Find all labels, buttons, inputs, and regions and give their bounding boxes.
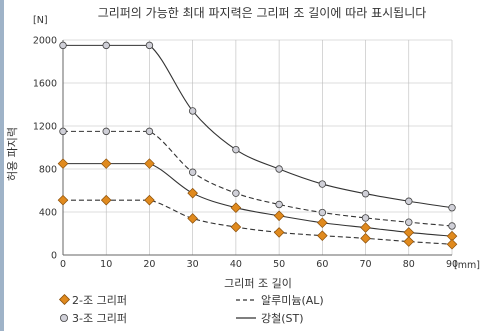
x-tick-label: 90	[446, 259, 458, 270]
tick-labels: 0 10 20 30 40 50 60 70 80 90 0 400 800 1200 1600 2000	[33, 36, 458, 271]
x-tick-label: 40	[230, 259, 242, 270]
series-line-3jaw_al	[62, 130, 453, 227]
data-point-2jaw_al	[100, 194, 112, 206]
legend-item-3jaw: 3-조 그리퍼	[60, 312, 127, 325]
x-tick-label: 10	[100, 259, 112, 270]
data-point-3jaw_al	[448, 222, 456, 230]
y-tick-label: 1200	[33, 122, 57, 133]
legend-item-al: 알루미늄(AL)	[236, 293, 324, 307]
series-line-3jaw_st	[62, 44, 453, 209]
circle-marker-icon	[60, 313, 69, 322]
data-point-2jaw_st	[273, 210, 285, 222]
data-point-2jaw_al	[273, 227, 285, 238]
data-point-3jaw_al	[145, 127, 154, 136]
x-unit: [mm]	[454, 260, 480, 271]
x-tick-label: 60	[316, 259, 328, 270]
data-point-3jaw_st	[405, 197, 413, 205]
data-point-2jaw_st	[57, 158, 69, 169]
series-lines	[62, 44, 453, 245]
diamond-marker-icon	[58, 293, 71, 306]
data-point-2jaw_st	[100, 158, 112, 169]
data-point-3jaw_al	[102, 127, 110, 136]
y-axis-label: 허용 파지력	[6, 127, 19, 181]
data-point-2jaw_st	[360, 222, 371, 233]
data-point-2jaw_al	[446, 238, 458, 250]
x-tick-label: 30	[187, 259, 199, 270]
data-point-3jaw_al	[188, 168, 197, 176]
data-point-3jaw_st	[188, 107, 197, 115]
data-point-2jaw_st	[446, 230, 458, 242]
y-tick-label: 400	[39, 208, 57, 219]
series-markers	[57, 41, 458, 250]
data-point-3jaw_st	[318, 180, 327, 188]
x-axis-label: 그리퍼 조 길이	[224, 277, 292, 290]
data-point-2jaw_st	[317, 217, 328, 229]
y-tick-label: 2000	[33, 36, 57, 47]
data-point-2jaw_al	[317, 230, 328, 241]
legend-label-2jaw: 2-조 그리퍼	[72, 294, 127, 307]
data-point-2jaw_st	[144, 158, 155, 169]
data-point-3jaw_al	[318, 208, 327, 217]
data-point-2jaw_al	[403, 236, 415, 247]
chart-title: 그리퍼의 가능한 최대 파지력은 그리퍼 조 길이에 따라 표시됩니다	[98, 6, 427, 20]
left-border	[0, 0, 4, 331]
data-point-2jaw_st	[230, 202, 242, 214]
data-point-2jaw_al	[360, 233, 371, 244]
data-point-2jaw_al	[144, 194, 155, 206]
data-point-3jaw_st	[275, 165, 283, 173]
x-tick-label: 50	[273, 259, 285, 270]
data-point-2jaw_al	[230, 221, 242, 233]
data-point-3jaw_st	[448, 203, 456, 212]
legend-label-al: 알루미늄(AL)	[261, 293, 324, 307]
data-point-3jaw_st	[102, 41, 110, 50]
data-point-3jaw_st	[361, 190, 370, 198]
legend-label-st: 강철(ST)	[261, 312, 304, 325]
x-tick-label: 80	[403, 259, 415, 270]
data-point-3jaw_al	[232, 189, 240, 197]
x-tick-label: 0	[60, 259, 66, 270]
y-unit: [N]	[33, 15, 48, 26]
data-point-3jaw_st	[145, 41, 154, 50]
data-point-2jaw_st	[403, 227, 415, 238]
y-tick-label: 800	[39, 165, 57, 176]
y-tick-label: 1600	[33, 79, 57, 90]
grid	[62, 39, 453, 256]
y-tick-label: 0	[51, 251, 57, 262]
legend-item-2jaw: 2-조 그리퍼	[58, 293, 127, 307]
series-line-2jaw_al	[62, 199, 453, 245]
data-point-3jaw_al	[405, 218, 413, 226]
data-point-3jaw_st	[232, 145, 240, 154]
data-point-3jaw_al	[59, 127, 67, 136]
legend-label-3jaw: 3-조 그리퍼	[72, 312, 127, 325]
legend: 2-조 그리퍼 3-조 그리퍼 알루미늄(AL) 강철(ST)	[58, 293, 324, 325]
data-point-2jaw_st	[187, 187, 198, 199]
series-line-2jaw_st	[63, 163, 453, 237]
data-point-3jaw_st	[59, 41, 67, 50]
data-point-3jaw_al	[361, 214, 370, 222]
x-tick-label: 20	[143, 259, 155, 270]
data-point-2jaw_al	[187, 213, 198, 224]
x-tick-label: 70	[360, 259, 372, 270]
data-point-3jaw_al	[275, 200, 283, 209]
data-point-2jaw_al	[57, 194, 69, 206]
legend-item-st: 강철(ST)	[236, 312, 304, 325]
